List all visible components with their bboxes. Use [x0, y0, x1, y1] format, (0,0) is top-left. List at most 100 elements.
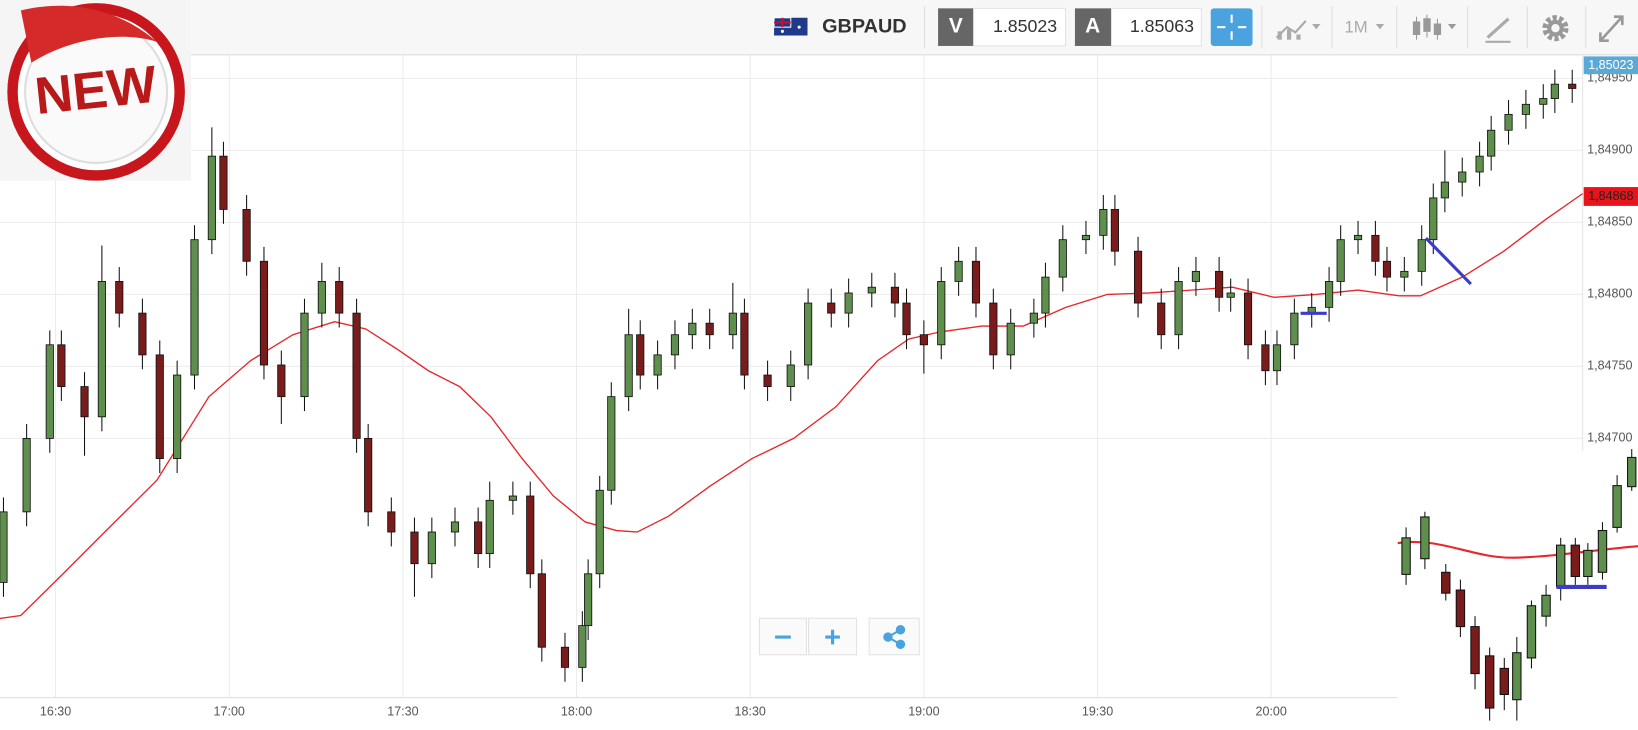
- y-tick-label: 1,84900: [1587, 143, 1632, 157]
- x-tick-label: 17:00: [214, 705, 245, 719]
- candle-body: [526, 495, 535, 575]
- candle-body: [190, 239, 199, 376]
- timeframe[interactable]: 1M: [1344, 18, 1367, 37]
- candle-body: [1382, 260, 1392, 278]
- x-tick-label: 19:30: [1082, 705, 1113, 719]
- indicator-button[interactable]: [1275, 20, 1321, 40]
- plus-icon: [825, 629, 840, 645]
- candle-body: [1568, 83, 1577, 89]
- candle-body: [0, 511, 8, 583]
- draw-button[interactable]: [1485, 17, 1511, 43]
- candle-body: [387, 511, 396, 533]
- inset-thumbnail: [1397, 449, 1638, 730]
- bid-label-box: [938, 8, 974, 46]
- candle-body: [1215, 270, 1224, 298]
- candle-body: [1550, 83, 1559, 99]
- candle-body: [410, 531, 419, 565]
- candle-body: [1133, 250, 1143, 304]
- candle-body: [804, 302, 813, 366]
- candle-body: [653, 354, 662, 376]
- candle-body: [45, 344, 54, 439]
- badge-curl: [20, 5, 157, 63]
- candle-body: [636, 334, 645, 376]
- candle-body: [259, 260, 269, 366]
- candle-body: [607, 396, 616, 491]
- candle-body: [1487, 129, 1496, 157]
- candle-body: [688, 322, 697, 336]
- y-tick-label: 1,84700: [1587, 431, 1632, 445]
- candle-body: [1458, 171, 1467, 183]
- candle-body: [1353, 234, 1363, 241]
- candle-body: [1006, 322, 1015, 356]
- candle-body: [1429, 197, 1438, 241]
- settings-button[interactable]: [1542, 15, 1569, 42]
- x-tick-label: 20:00: [1256, 705, 1287, 719]
- candle-body: [1226, 292, 1235, 298]
- candle-body: [786, 364, 795, 387]
- flag-icon: [773, 17, 808, 36]
- candle-body: [670, 334, 680, 356]
- last-price-tag: [1583, 56, 1638, 75]
- candle-body: [1099, 209, 1108, 236]
- candle-body: [1157, 302, 1166, 336]
- share-button[interactable]: [868, 617, 920, 656]
- candle-body: [1191, 270, 1201, 282]
- candle-body: [1504, 113, 1513, 131]
- y-tick-label: 1,84750: [1587, 359, 1632, 373]
- trend-annotation: [1424, 237, 1472, 286]
- ask-box[interactable]: [1110, 7, 1202, 47]
- candle-body: [317, 281, 326, 314]
- candle-body: [1029, 312, 1038, 324]
- candle-body: [242, 209, 251, 262]
- candle-body: [578, 625, 587, 668]
- badge-text: NEW: [32, 56, 160, 126]
- candle-body: [474, 521, 483, 555]
- candle-body: [300, 312, 309, 398]
- candle-body: [624, 334, 633, 398]
- candle-body: [1174, 281, 1183, 336]
- candle-body: [867, 286, 876, 294]
- chart-type-button[interactable]: [1412, 14, 1457, 40]
- candle-body: [954, 260, 963, 282]
- timeframe-caret: [1375, 24, 1385, 30]
- candle-body: [427, 531, 436, 565]
- candle-body: [537, 573, 546, 648]
- inset-candles: [1401, 449, 1637, 721]
- candle-body: [80, 386, 89, 418]
- toolbar: GBPAUD V 1.85023 A 1.85063 1M: [0, 0, 1638, 56]
- candle-body: [1110, 209, 1119, 252]
- plot-area: 1,84700 1,84750 1,84800 1,84850 1,84900 1,849…: [0, 55, 1638, 719]
- ask-price: 1.85063: [1130, 16, 1194, 36]
- candle-body: [155, 354, 164, 459]
- candle-body: [1290, 312, 1299, 346]
- candle-body: [1325, 281, 1334, 308]
- candle-body: [450, 521, 460, 533]
- symbol: GBPAUD: [822, 15, 906, 37]
- candle-body: [97, 281, 106, 418]
- x-tick-label: 18:30: [735, 705, 766, 719]
- candle-body: [1243, 292, 1253, 346]
- ma-price-tag: [1583, 187, 1638, 206]
- candle-body: [971, 260, 981, 304]
- candle-body: [1475, 155, 1484, 173]
- x-tick-label: 16:30: [40, 705, 71, 719]
- candle-body: [763, 374, 772, 387]
- candle-body: [560, 646, 570, 668]
- candle-body: [902, 302, 911, 336]
- fullscreen-button[interactable]: [1599, 15, 1624, 43]
- candle-body: [485, 499, 494, 555]
- candle-body: [1417, 239, 1426, 272]
- candle-body: [207, 155, 216, 241]
- bid-box[interactable]: [973, 7, 1067, 47]
- candle-body: [335, 281, 344, 314]
- candle-body: [57, 344, 66, 387]
- candle-body: [173, 374, 182, 459]
- crosshair-button[interactable]: [1210, 8, 1253, 46]
- y-tick-label: 1,84800: [1587, 287, 1632, 301]
- candle-body: [827, 302, 836, 314]
- candle-body: [844, 292, 853, 314]
- candle-body: [989, 302, 998, 356]
- candle-body: [115, 281, 124, 314]
